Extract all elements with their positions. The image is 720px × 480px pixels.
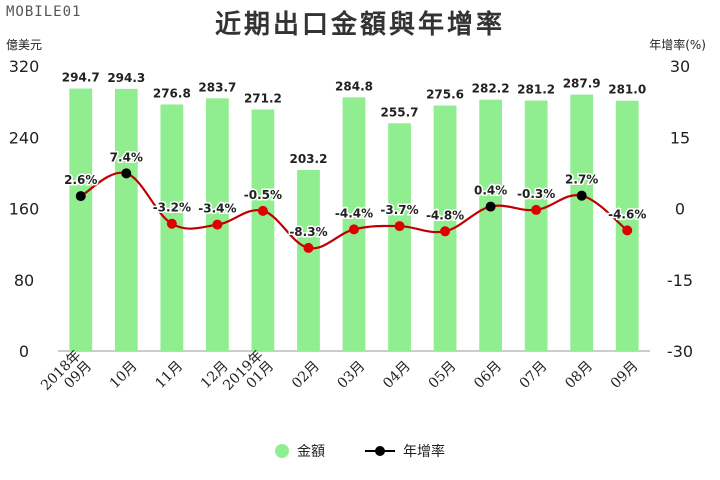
bar-value-label: 271.2 <box>244 91 282 105</box>
legend-swatch-line <box>365 445 395 457</box>
category-label: 07月 <box>517 358 551 392</box>
right-axis-unit: 年增率(%) <box>649 38 706 52</box>
growth-value-label: 0.4% <box>474 184 507 198</box>
category-label: 03月 <box>335 358 369 392</box>
bar-value-label: 276.8 <box>153 86 191 100</box>
growth-point <box>622 225 633 236</box>
bar <box>388 123 411 352</box>
legend-item-growth: 年增率 <box>365 441 445 461</box>
bar-value-label: 282.2 <box>472 82 510 96</box>
bar-value-label: 287.9 <box>563 77 601 91</box>
growth-value-label: -3.4% <box>198 202 236 216</box>
legend-label-growth: 年增率 <box>403 444 445 460</box>
growth-value-label: -4.4% <box>335 206 373 220</box>
growth-value-label: -3.2% <box>153 201 191 215</box>
category-label: 06月 <box>471 358 505 392</box>
category-label: 10月 <box>107 358 141 392</box>
growth-value-label: -4.6% <box>608 207 646 221</box>
left-tick-label: 240 <box>9 128 40 147</box>
right-tick-label: -30 <box>667 342 693 361</box>
category-label-line: 05月 <box>426 358 460 392</box>
legend: 金額 年增率 <box>0 441 720 461</box>
bar <box>251 109 275 352</box>
category-label: 02月 <box>289 358 323 392</box>
bar-value-label: 281.2 <box>517 83 555 97</box>
legend-item-amount: 金額 <box>275 441 325 461</box>
bar-value-label: 294.3 <box>107 71 145 85</box>
category-label-line: 07月 <box>517 358 551 392</box>
category-label-line: 06月 <box>471 358 505 392</box>
right-tick-label: -15 <box>667 271 693 290</box>
left-tick-label: 0 <box>19 342 29 361</box>
bar <box>297 170 320 351</box>
growth-point <box>394 221 405 232</box>
growth-point <box>75 191 86 202</box>
category-label: 11月 <box>152 358 186 392</box>
growth-value-label: 2.7% <box>565 173 598 187</box>
growth-point <box>485 201 496 212</box>
bar-value-label: 255.7 <box>381 105 419 119</box>
growth-value-label: -3.7% <box>380 203 418 217</box>
right-tick-label: 30 <box>670 57 690 76</box>
left-tick-label: 320 <box>9 57 40 76</box>
growth-value-label: -0.5% <box>244 188 282 202</box>
bar-value-label: 281.0 <box>608 83 646 97</box>
chart-area: 0 80 160 240 320 -30 -15 0 15 30 294.7 294.3 276.8 28… <box>9 57 693 394</box>
bar-value-label: 284.8 <box>335 79 373 93</box>
category-label-line: 09月 <box>608 358 642 392</box>
category-label: 05月 <box>426 358 460 392</box>
category-label-line: 08月 <box>562 358 596 392</box>
category-label-line: 10月 <box>107 358 141 392</box>
bar <box>479 99 502 352</box>
growth-point <box>257 205 268 216</box>
bar-value-label: 283.7 <box>198 80 236 94</box>
right-tick-label: 0 <box>675 200 685 219</box>
legend-label-amount: 金額 <box>297 444 325 460</box>
growth-value-label: 7.4% <box>110 150 143 164</box>
bar <box>114 88 138 351</box>
growth-value-label: 2.6% <box>64 173 97 187</box>
bar <box>342 97 366 351</box>
growth-point <box>440 226 451 237</box>
growth-point <box>166 218 177 229</box>
category-label: 08月 <box>562 358 596 392</box>
left-tick-label: 160 <box>9 200 40 219</box>
left-axis-unit: 億美元 <box>6 38 43 52</box>
category-label-line: 03月 <box>335 358 369 392</box>
watermark-logo: MOBILE01 <box>6 4 82 20</box>
bar-value-label: 294.7 <box>62 71 100 85</box>
chart-title: 近期出口金額與年增率 <box>214 10 505 40</box>
category-label-line: 11月 <box>152 358 186 392</box>
left-tick-label: 80 <box>14 271 34 290</box>
growth-point <box>121 168 132 179</box>
growth-point <box>531 204 542 215</box>
right-tick-label: 15 <box>670 128 690 147</box>
growth-point <box>303 242 314 253</box>
growth-value-label: -0.3% <box>517 187 555 201</box>
growth-value-label: -8.3% <box>289 225 327 239</box>
legend-swatch-bar <box>275 444 289 458</box>
bar-value-label: 275.6 <box>426 88 464 102</box>
category-label: 04月 <box>380 358 414 392</box>
bar-value-label: 203.2 <box>289 152 327 166</box>
category-label-line: 02月 <box>289 358 323 392</box>
bar <box>570 94 594 352</box>
growth-point <box>349 224 359 235</box>
category-label-line: 04月 <box>380 358 414 392</box>
bar <box>69 88 93 352</box>
category-label: 09月 <box>608 358 642 392</box>
growth-point <box>212 219 223 230</box>
growth-point <box>576 190 587 201</box>
bar <box>524 100 548 352</box>
growth-value-label: -4.8% <box>426 208 464 222</box>
